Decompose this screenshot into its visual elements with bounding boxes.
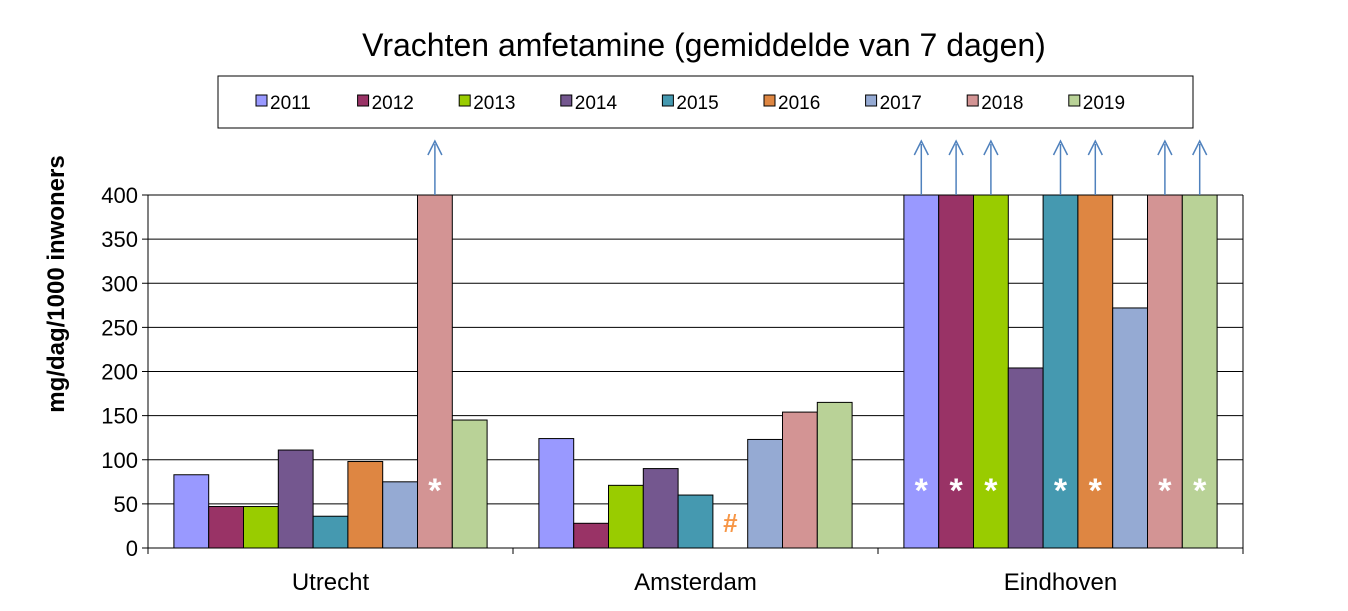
asterisk-marker: *	[1089, 472, 1103, 510]
legend-swatch-2013	[458, 94, 471, 107]
bar-markers: * # * * * * * * *	[428, 472, 1207, 538]
bar-2015-amsterdam	[677, 494, 714, 549]
legend-label-2015: 2015	[676, 93, 718, 114]
bar-2013-eindhoven	[973, 194, 1009, 549]
y-tick-label: 250	[101, 315, 138, 340]
x-category-label: Utrecht	[292, 569, 370, 596]
bar-2011-eindhoven	[903, 194, 940, 549]
legend-label-2014: 2014	[575, 93, 618, 114]
legend-swatch-2014	[560, 94, 573, 107]
asterisk-marker: *	[915, 472, 929, 510]
bar-2016-eindhoven	[1077, 194, 1114, 549]
legend-swatch-2011	[255, 94, 268, 107]
bar-2018-utrecht	[417, 194, 453, 549]
x-axis-categories: Utrecht Amsterdam Eindhoven	[292, 569, 1117, 596]
bar-2019-amsterdam	[816, 401, 853, 549]
bar-2011-amsterdam	[538, 438, 575, 549]
y-tick-label: 50	[114, 492, 138, 517]
y-axis-ticks: 0 50 100 150 200 250 300 350 400	[101, 183, 148, 561]
legend-label-2018: 2018	[981, 93, 1023, 114]
bar-2015-utrecht	[312, 515, 349, 549]
overflow-arrow-head	[1052, 139, 1069, 156]
overflow-arrow-head	[948, 139, 964, 156]
asterisk-marker: *	[984, 472, 998, 510]
bar-2018-amsterdam	[782, 411, 818, 549]
legend-label-2012: 2012	[372, 93, 414, 114]
legend-swatch-2017	[865, 94, 878, 107]
bar-2017-amsterdam	[747, 438, 784, 549]
axes	[147, 195, 1244, 554]
asterisk-marker: *	[1054, 472, 1068, 510]
overflow-arrow-head	[983, 139, 999, 156]
legend-swatch-2015	[661, 94, 674, 107]
x-category-label: Amsterdam	[634, 569, 757, 596]
legend-swatch-2016	[763, 94, 776, 107]
bar-2014-eindhoven	[1007, 367, 1044, 549]
legend-swatch-2018	[966, 94, 979, 107]
legend-label-2011: 2011	[270, 93, 311, 114]
bar-2013-utrecht	[243, 506, 279, 549]
bar-2016-utrecht	[347, 461, 384, 549]
overflow-arrows	[427, 139, 1208, 195]
asterisk-marker: *	[428, 472, 442, 510]
legend-box	[217, 75, 1194, 129]
y-tick-label: 400	[101, 183, 138, 208]
y-axis-label: mg/dag/1000 inwoners	[43, 155, 70, 412]
y-tick-label: 300	[101, 271, 138, 296]
legend-swatch-2012	[357, 94, 370, 107]
overflow-arrow-head	[913, 139, 929, 156]
overflow-arrow-head	[1087, 139, 1103, 156]
overflow-arrow-head	[427, 139, 443, 156]
bars	[173, 194, 1218, 549]
x-category-label: Eindhoven	[1004, 569, 1117, 596]
legend-label-2013: 2013	[473, 93, 515, 114]
legend-swatch-2019	[1068, 94, 1081, 107]
bar-2017-eindhoven	[1112, 307, 1148, 549]
bar-2012-amsterdam	[573, 522, 610, 549]
y-tick-label: 200	[101, 360, 138, 385]
bar-2014-utrecht	[277, 449, 314, 549]
legend: 2011 2012 2013 2014 2015 2016 2017 2018 2019	[255, 93, 1125, 114]
legend-label-2017: 2017	[880, 93, 922, 114]
chart-title: Vrachten amfetamine (gemiddelde van 7 da…	[362, 27, 1046, 63]
bar-2014-amsterdam	[642, 468, 679, 549]
bar-2013-amsterdam	[608, 484, 644, 549]
overflow-arrow-head	[1192, 139, 1208, 156]
asterisk-marker: *	[1158, 472, 1172, 510]
asterisk-marker: *	[1193, 472, 1207, 510]
asterisk-marker: *	[949, 472, 963, 510]
bar-2012-utrecht	[208, 506, 244, 549]
legend-label-2019: 2019	[1083, 93, 1125, 114]
y-tick-label: 350	[101, 227, 138, 252]
bar-2019-utrecht	[451, 419, 488, 549]
y-tick-label: 150	[101, 404, 138, 429]
bar-2011-utrecht	[173, 474, 210, 549]
legend-label-2016: 2016	[778, 93, 820, 114]
hash-marker: #	[723, 508, 738, 538]
y-tick-label: 0	[126, 536, 138, 561]
y-tick-label: 100	[101, 448, 138, 473]
bar-2015-eindhoven	[1042, 194, 1079, 549]
overflow-arrow-head	[1157, 139, 1173, 156]
bar-2017-utrecht	[382, 481, 419, 549]
